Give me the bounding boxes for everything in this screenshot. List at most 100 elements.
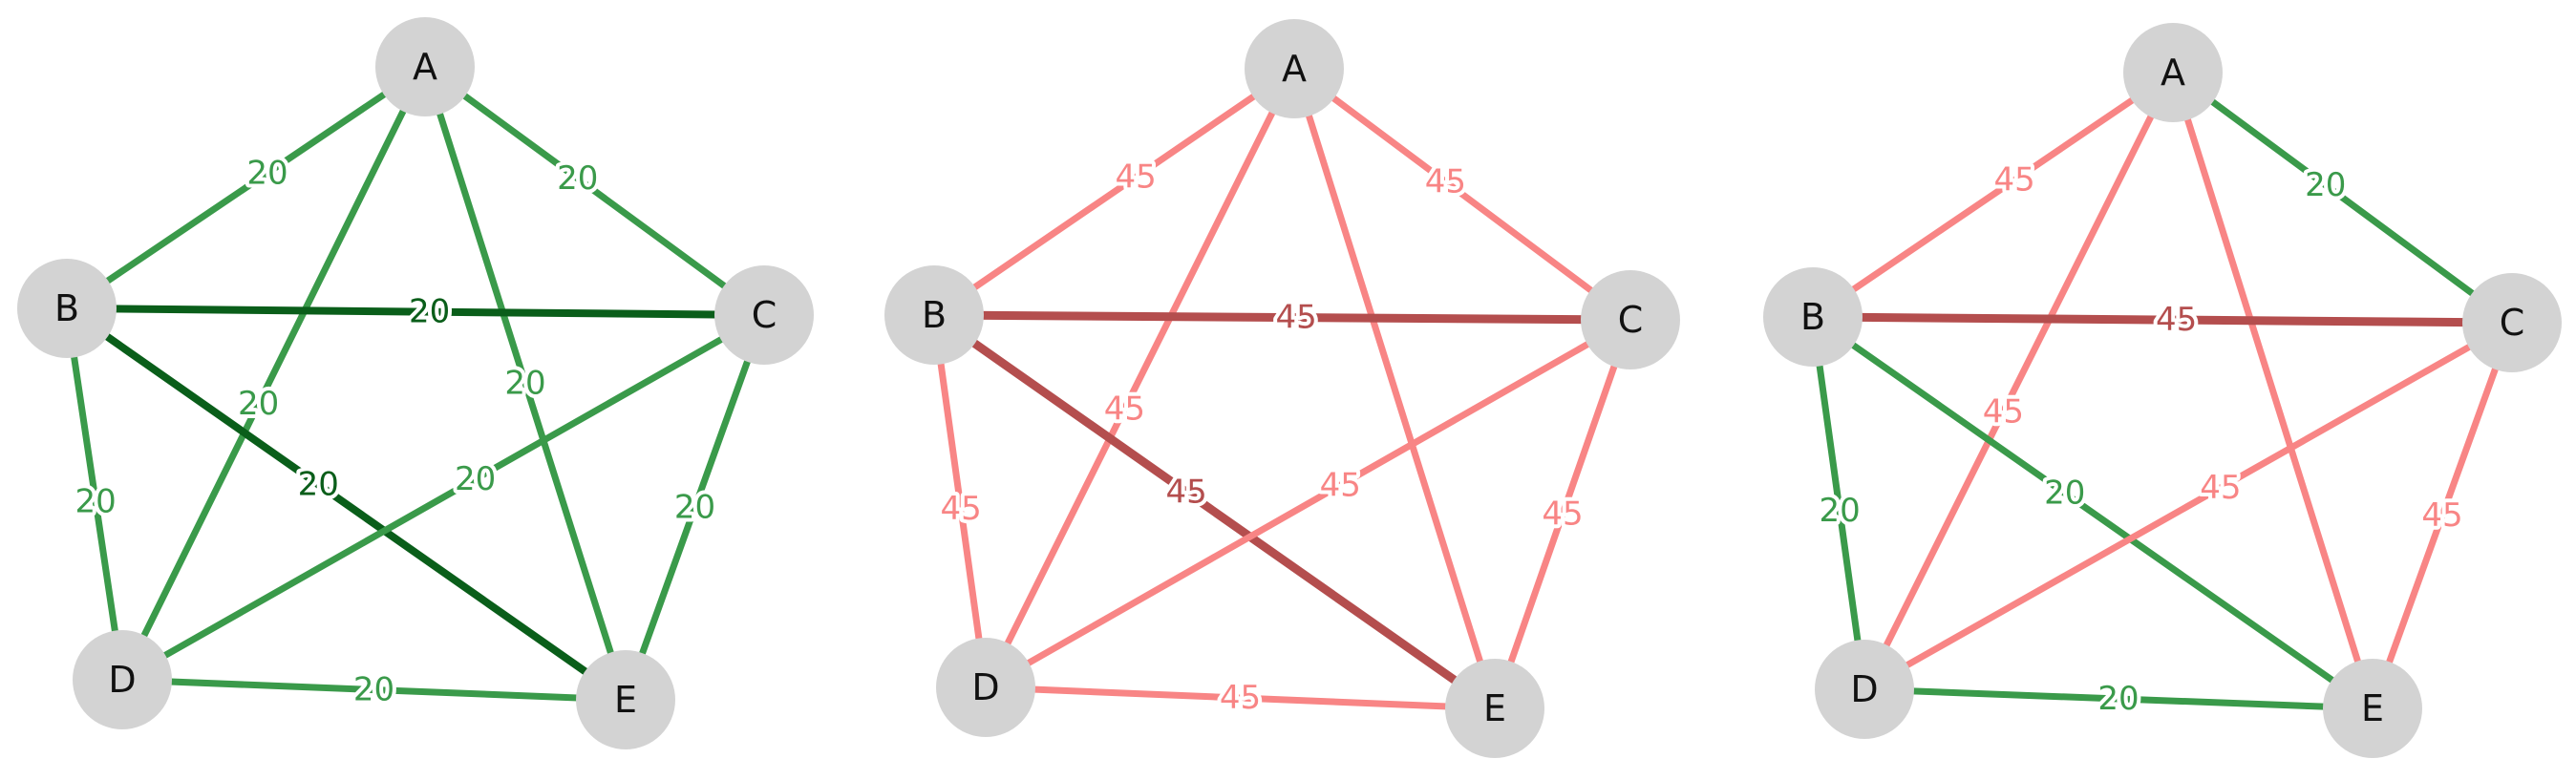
edge-label-d-e: 20 xyxy=(353,671,394,709)
edge-label-a-c: 20 xyxy=(557,159,598,198)
node-label: D xyxy=(108,659,136,701)
edge-a-e xyxy=(421,63,629,704)
edge-label-a-b: 45 xyxy=(1993,161,2034,200)
node-c: C xyxy=(2462,273,2562,372)
edge-label-b-e: 20 xyxy=(2044,474,2085,513)
edge-a-d xyxy=(1861,69,2177,693)
edge-layer xyxy=(1808,69,2517,712)
edge-b-e xyxy=(1809,313,2376,712)
edge-label-a-b: 45 xyxy=(1115,158,1156,197)
node-label: C xyxy=(2500,302,2525,344)
node-d: D xyxy=(1815,640,1914,739)
edge-b-d xyxy=(63,305,126,684)
edge-c-e xyxy=(622,311,768,704)
node-circle xyxy=(884,265,984,365)
node-c: C xyxy=(714,265,814,365)
edge-label-d-e: 20 xyxy=(2097,680,2139,718)
edge-c-e xyxy=(2369,319,2516,712)
edge-b-c xyxy=(1808,312,2517,327)
edge-label-a-d: 20 xyxy=(238,385,279,423)
node-circle xyxy=(2323,659,2422,758)
edge-a-b xyxy=(1809,69,2177,321)
node-d: D xyxy=(936,638,1035,737)
node-layer: A B C D E xyxy=(884,19,1680,758)
node-e: E xyxy=(576,650,675,749)
edge-a-c xyxy=(1290,65,1634,324)
graph-left: 20 20 20 20 20 20 20 20 20 20 A B C D E xyxy=(17,17,814,749)
edge-label-a-b: 20 xyxy=(246,154,287,192)
node-circle xyxy=(1245,19,1344,118)
graph-middle: 45 45 45 45 45 45 45 45 45 A B C D E xyxy=(884,19,1680,758)
edge-label-layer: 45 45 45 45 45 45 45 45 45 xyxy=(936,155,1586,721)
node-e: E xyxy=(1445,659,1544,758)
edge-label-layer: 45 20 45 45 20 20 45 45 20 xyxy=(1815,158,2466,722)
edge-label-b-d: 20 xyxy=(75,482,117,520)
node-circle xyxy=(17,259,117,358)
node-a: A xyxy=(2123,23,2223,122)
node-circle xyxy=(1763,267,1863,367)
node-circle xyxy=(73,630,172,729)
edge-c-d xyxy=(982,316,1634,691)
edge-label-a-d: 45 xyxy=(1104,390,1145,428)
node-b: B xyxy=(1763,267,1863,367)
edge-d-e xyxy=(982,684,1499,712)
node-layer: A B C D E xyxy=(17,17,814,749)
node-circle xyxy=(1815,640,1914,739)
node-circle xyxy=(2123,23,2223,122)
node-label: C xyxy=(1618,299,1644,341)
edge-d-e xyxy=(118,676,629,704)
node-circle xyxy=(936,638,1035,737)
node-d: D xyxy=(73,630,172,729)
edge-b-d xyxy=(930,311,990,691)
node-label: C xyxy=(752,294,777,336)
node-b: B xyxy=(17,259,117,358)
edge-label-a-d: 45 xyxy=(1983,392,2024,431)
edge-c-d xyxy=(118,311,768,684)
edge-c-d xyxy=(1861,319,2516,693)
edge-b-d xyxy=(1809,313,1868,693)
node-a: A xyxy=(375,17,475,116)
edge-a-e xyxy=(2169,69,2376,712)
edge-layer xyxy=(929,65,1635,713)
edge-label-b-c: 45 xyxy=(2156,301,2197,339)
edge-a-d xyxy=(982,65,1298,691)
edge-c-e xyxy=(1491,316,1634,712)
edge-b-c xyxy=(929,310,1635,325)
edge-b-e xyxy=(929,310,1500,713)
node-label: E xyxy=(614,679,637,721)
node-circle xyxy=(2462,273,2562,372)
node-label: D xyxy=(1850,668,1878,710)
edge-label-c-d: 45 xyxy=(1320,466,1361,504)
edge-a-b xyxy=(63,63,429,312)
node-label: B xyxy=(922,294,947,336)
edge-label-a-e: 20 xyxy=(504,365,545,403)
edge-a-c xyxy=(421,63,768,319)
node-b: B xyxy=(884,265,984,365)
edge-label-c-d: 45 xyxy=(2200,469,2241,507)
node-circle xyxy=(1445,659,1544,758)
node-label: A xyxy=(1282,48,1307,90)
edge-label-c-e: 20 xyxy=(674,489,715,527)
edge-label-b-d: 20 xyxy=(1819,492,1860,530)
node-label: D xyxy=(971,666,999,708)
node-e: E xyxy=(2323,659,2422,758)
edge-label-layer: 20 20 20 20 20 20 20 20 20 20 xyxy=(72,150,720,712)
edge-a-e xyxy=(1290,65,1499,712)
edge-label-b-e: 20 xyxy=(298,466,339,504)
node-circle xyxy=(714,265,814,365)
edge-label-a-c: 45 xyxy=(1425,162,1466,200)
node-circle xyxy=(1581,270,1680,369)
node-label: B xyxy=(1800,296,1825,338)
node-c: C xyxy=(1581,270,1680,369)
edge-a-c xyxy=(2169,69,2516,327)
edge-label-b-c: 45 xyxy=(1275,299,1316,337)
node-label: A xyxy=(2161,52,2185,94)
edge-label-c-e: 45 xyxy=(2421,496,2462,535)
node-circle xyxy=(375,17,475,116)
edge-label-a-c: 20 xyxy=(2305,166,2346,204)
edge-label-c-d: 20 xyxy=(455,460,496,498)
edge-layer xyxy=(63,63,768,704)
node-circle xyxy=(576,650,675,749)
